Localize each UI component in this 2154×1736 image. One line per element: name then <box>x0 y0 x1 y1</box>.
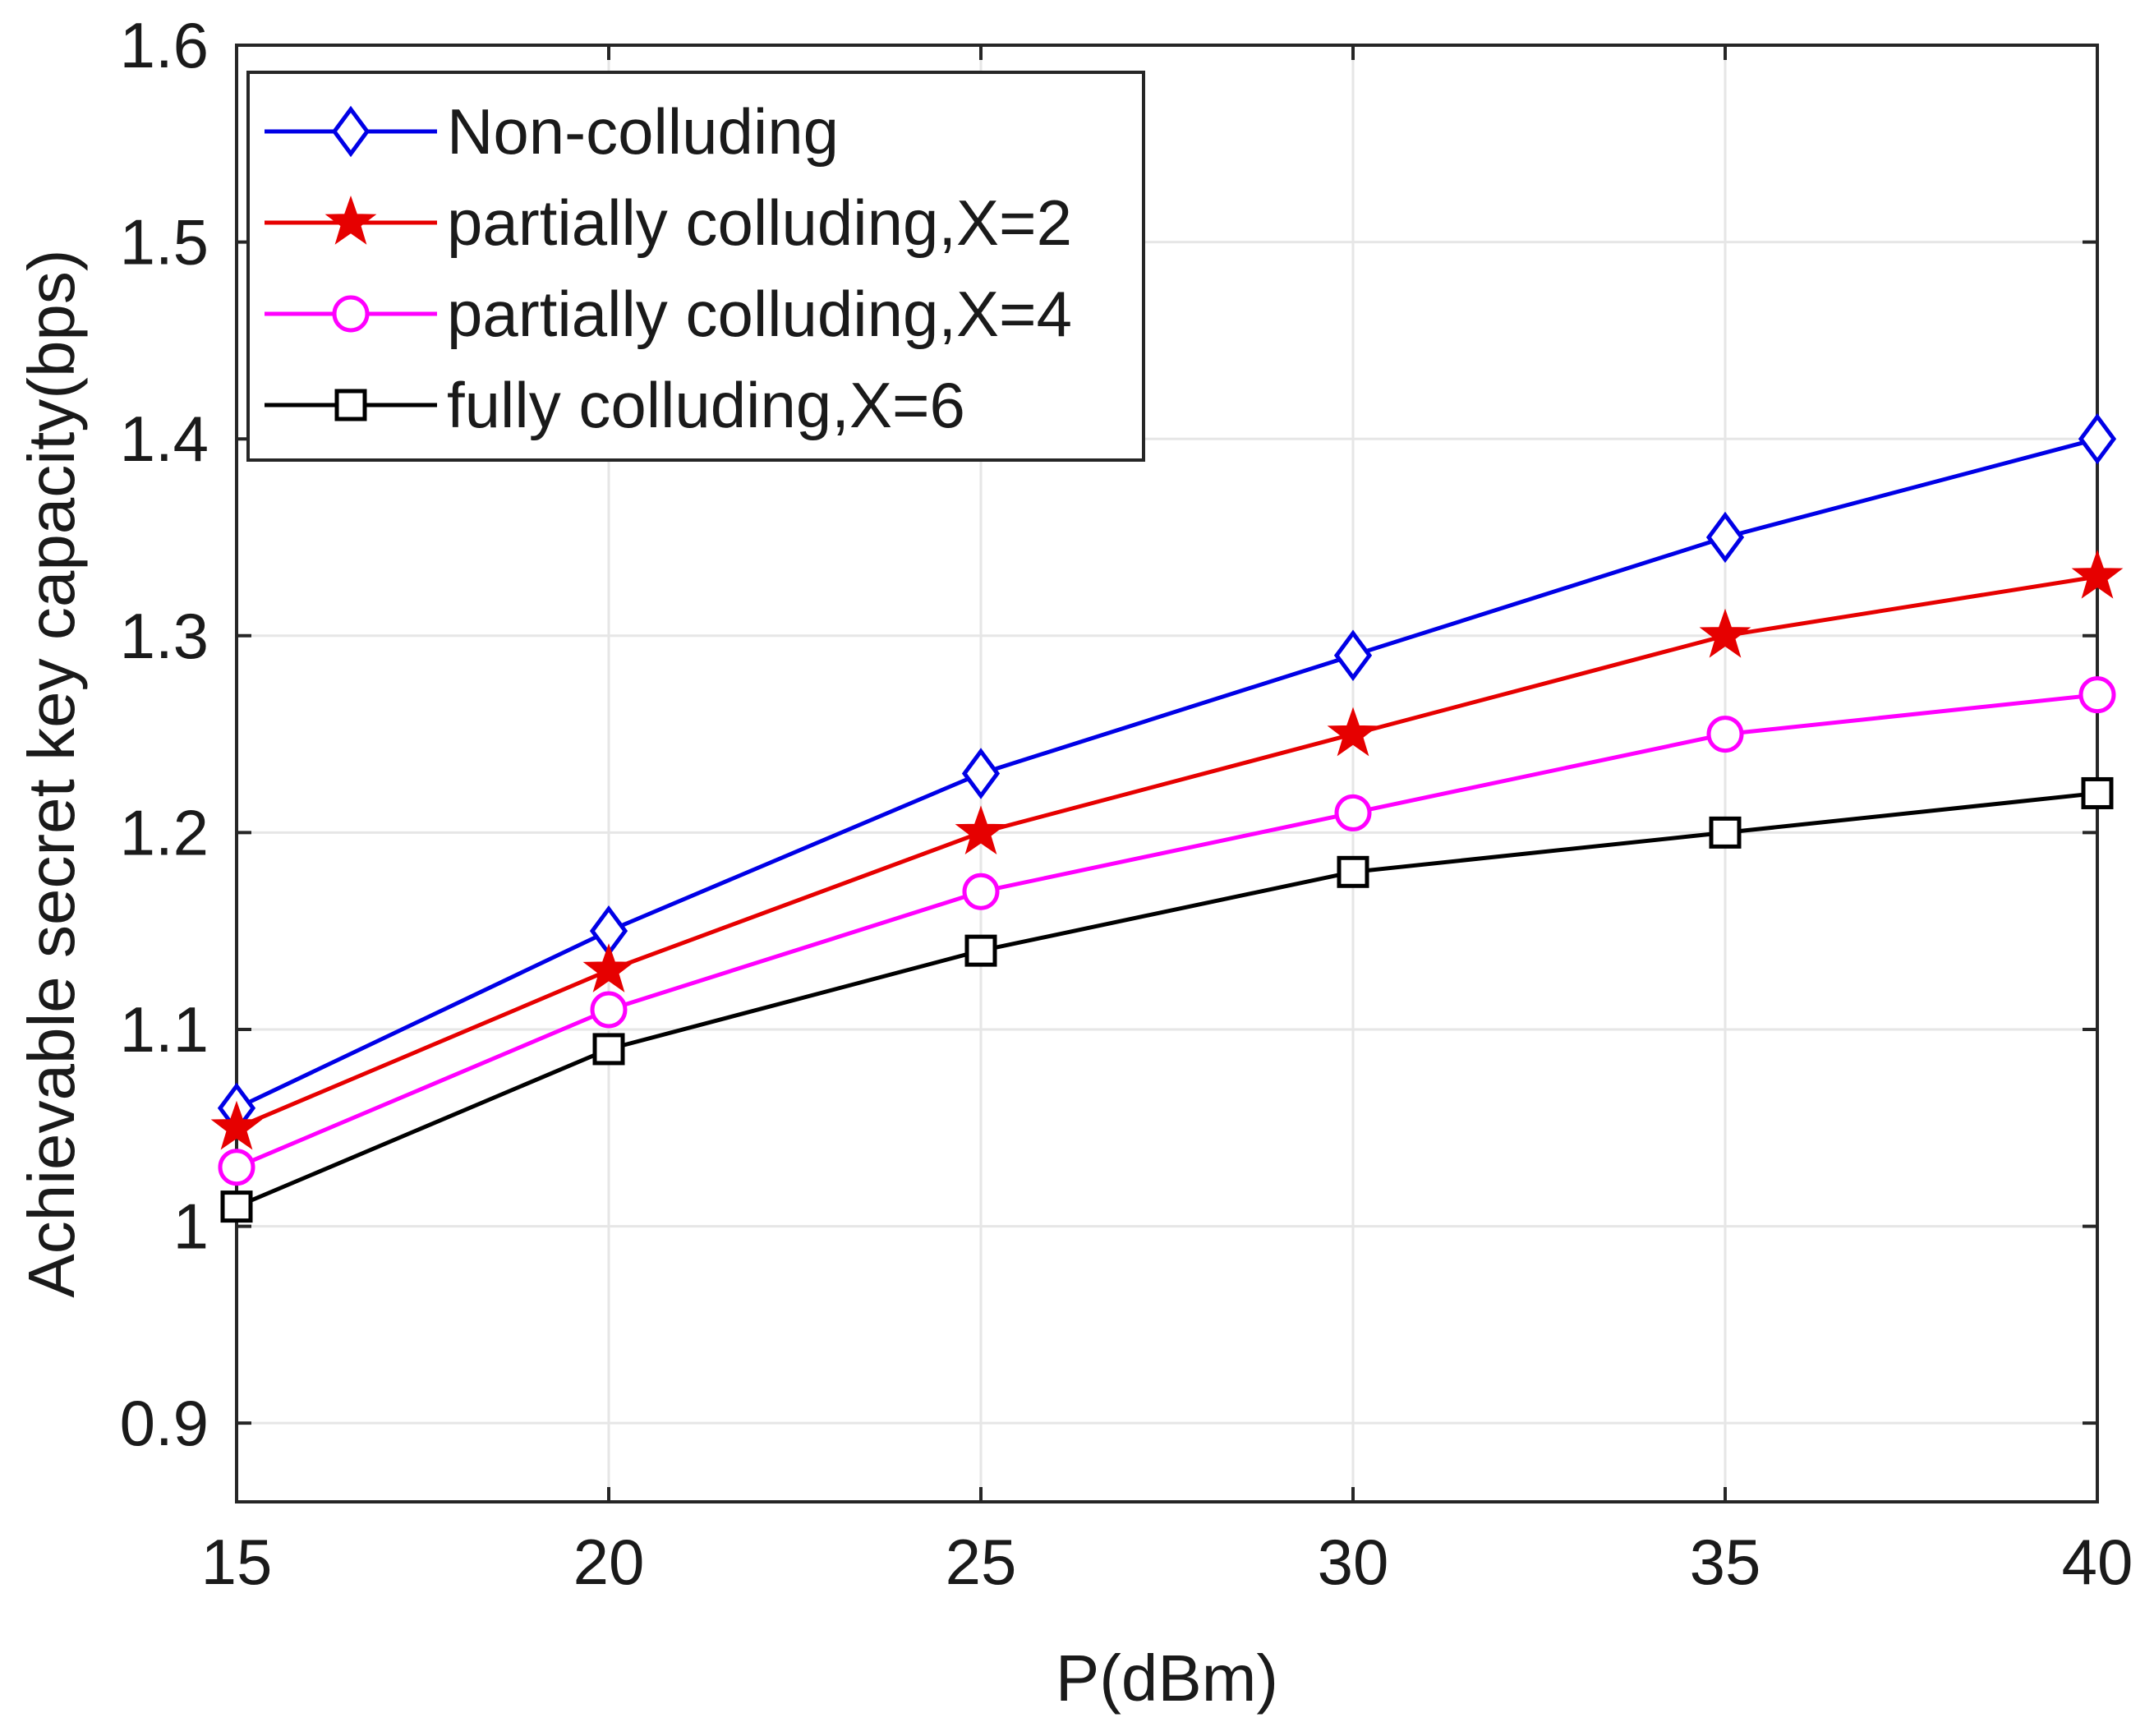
x-tick-label: 40 <box>2062 1526 2133 1598</box>
x-axis-title: P(dBm) <box>1056 1642 1278 1715</box>
legend-label: Non-colluding <box>447 95 839 168</box>
legend-label: partially colluding,X=4 <box>447 278 1072 350</box>
data-point-square <box>964 934 997 967</box>
legend-entry: partially colluding,X=2 <box>265 186 1072 259</box>
x-tick-label: 15 <box>201 1526 273 1598</box>
legend-marker-square <box>334 389 367 421</box>
legend-label: fully colluding,X=6 <box>447 369 965 441</box>
legend-box <box>246 71 1145 462</box>
series-line <box>236 574 2098 1130</box>
legend-marker-circle <box>332 295 370 333</box>
series-3 <box>220 776 2114 1223</box>
legend-entry: fully colluding,X=6 <box>265 369 965 441</box>
series-2 <box>218 676 2116 1186</box>
data-point-star <box>955 805 1007 855</box>
y-tick-label: 1.6 <box>120 9 209 81</box>
series-0 <box>217 412 2117 1135</box>
x-tick-label: 25 <box>946 1526 1017 1598</box>
legend-marker-star <box>324 195 377 245</box>
data-point-diamond <box>1333 629 1373 681</box>
series-line <box>236 693 2098 1170</box>
series-1 <box>210 549 2124 1150</box>
y-tick-label: 0.9 <box>120 1387 209 1459</box>
y-tick-label: 1.3 <box>120 600 209 672</box>
data-point-star <box>1327 707 1379 757</box>
data-point-circle <box>590 991 628 1029</box>
legend-label: partially colluding,X=2 <box>447 186 1072 259</box>
data-point-circle <box>1334 794 1372 831</box>
y-tick-label: 1.2 <box>120 796 209 868</box>
y-tick-label: 1.1 <box>120 993 209 1066</box>
data-point-square <box>1337 855 1369 888</box>
data-point-diamond <box>961 748 1001 799</box>
data-point-star <box>1699 608 1751 658</box>
x-tick-label: 35 <box>1690 1526 1761 1598</box>
data-point-square <box>220 1190 253 1223</box>
data-point-circle <box>962 873 1000 910</box>
data-point-circle <box>1706 716 1744 753</box>
y-tick-label: 1.5 <box>120 206 209 279</box>
data-point-square <box>1709 816 1742 849</box>
series-line <box>236 791 2098 1209</box>
legend-marker-diamond <box>331 105 371 158</box>
y-axis-title: Achievable secret key capacity(bps) <box>15 249 88 1297</box>
data-point-star <box>2071 549 2124 599</box>
y-tick-label: 1.4 <box>120 403 209 475</box>
data-point-star <box>582 943 635 992</box>
plot-area-frame <box>235 44 2099 1503</box>
data-point-diamond <box>1705 511 1745 564</box>
series-lines <box>210 412 2124 1223</box>
legend-entry: partially colluding,X=4 <box>265 278 1072 350</box>
data-point-square <box>2081 776 2114 809</box>
data-point-diamond <box>2078 412 2117 465</box>
x-tick-label: 20 <box>573 1526 645 1598</box>
data-point-square <box>592 1033 625 1066</box>
x-tick-label: 30 <box>1318 1526 1389 1598</box>
data-point-circle <box>218 1149 255 1186</box>
legend-entry: Non-colluding <box>265 95 839 168</box>
tick-labels: 15 20 25 30 35 40 0.9 1 1.1 1.2 1.3 1.4 1.5 1.6 <box>120 9 2133 1598</box>
data-point-star <box>210 1100 263 1150</box>
data-point-circle <box>2078 676 2116 714</box>
legend: Non-colluding partially colluding,X=2 part… <box>246 71 1145 462</box>
series-line <box>235 436 2098 1111</box>
y-tick-label: 1 <box>173 1190 209 1263</box>
axes <box>235 44 2099 1503</box>
